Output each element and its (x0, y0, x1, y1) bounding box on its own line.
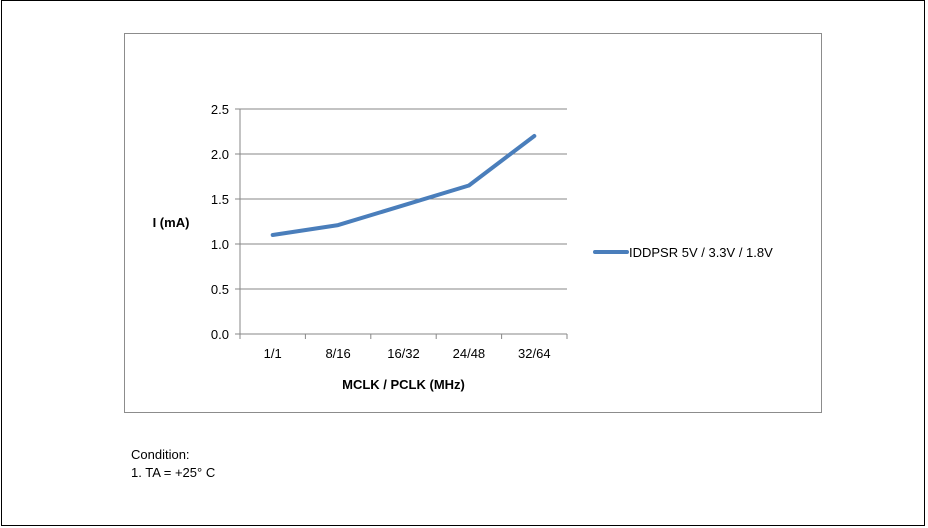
x-tick-label: 8/16 (325, 346, 350, 361)
x-tick-label: 24/48 (453, 346, 486, 361)
y-tick-label: 0.0 (211, 327, 229, 342)
condition-item: 1. TA = +25° C (131, 465, 216, 480)
x-tick-label: 32/64 (518, 346, 551, 361)
y-tick-label: 2.0 (211, 147, 229, 162)
y-tick-label: 1.0 (211, 237, 229, 252)
legend-label: IDDPSR 5V / 3.3V / 1.8V (629, 245, 773, 260)
x-tick-label: 16/32 (387, 346, 420, 361)
x-tick-label: 1/1 (264, 346, 282, 361)
y-tick-label: 0.5 (211, 282, 229, 297)
y-axis-title: I (mA) (153, 215, 190, 230)
condition-notes: Condition: 1. TA = +25° C (131, 446, 215, 482)
y-tick-label: 2.5 (211, 102, 229, 117)
y-tick-label: 1.5 (211, 192, 229, 207)
condition-heading: Condition: (131, 447, 190, 462)
series-line (270, 134, 537, 237)
x-axis-title: MCLK / PCLK (MHz) (342, 377, 465, 392)
